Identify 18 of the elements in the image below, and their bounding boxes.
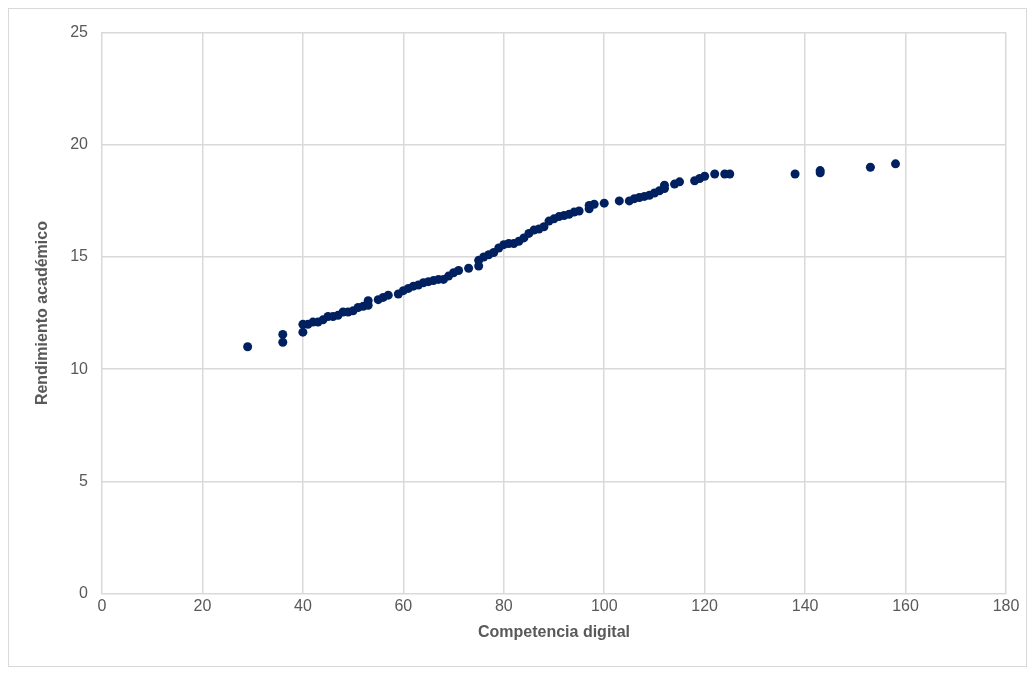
x-tick-label: 140 — [791, 596, 819, 614]
y-tick-label: 10 — [70, 359, 89, 377]
y-tick-label: 0 — [79, 584, 89, 602]
y-tick-label: 25 — [70, 23, 89, 41]
x-tick-label: 160 — [892, 596, 919, 614]
y-axis-title: Rendimiento académico — [33, 220, 51, 406]
y-tick-label: 20 — [70, 135, 89, 153]
x-tick-label: 0 — [97, 596, 107, 614]
y-tick-label: 15 — [70, 247, 89, 265]
x-tick-label: 40 — [293, 596, 312, 614]
y-tick-label: 5 — [79, 471, 89, 489]
x-tick-label: 100 — [590, 596, 618, 614]
x-tick-label: 180 — [992, 596, 1020, 614]
x-axis-title: Competencia digital — [477, 622, 631, 640]
x-tick-label: 20 — [193, 596, 212, 614]
x-tick-label: 60 — [394, 596, 413, 614]
x-tick-label: 120 — [691, 596, 719, 614]
x-tick-label: 80 — [494, 596, 513, 614]
